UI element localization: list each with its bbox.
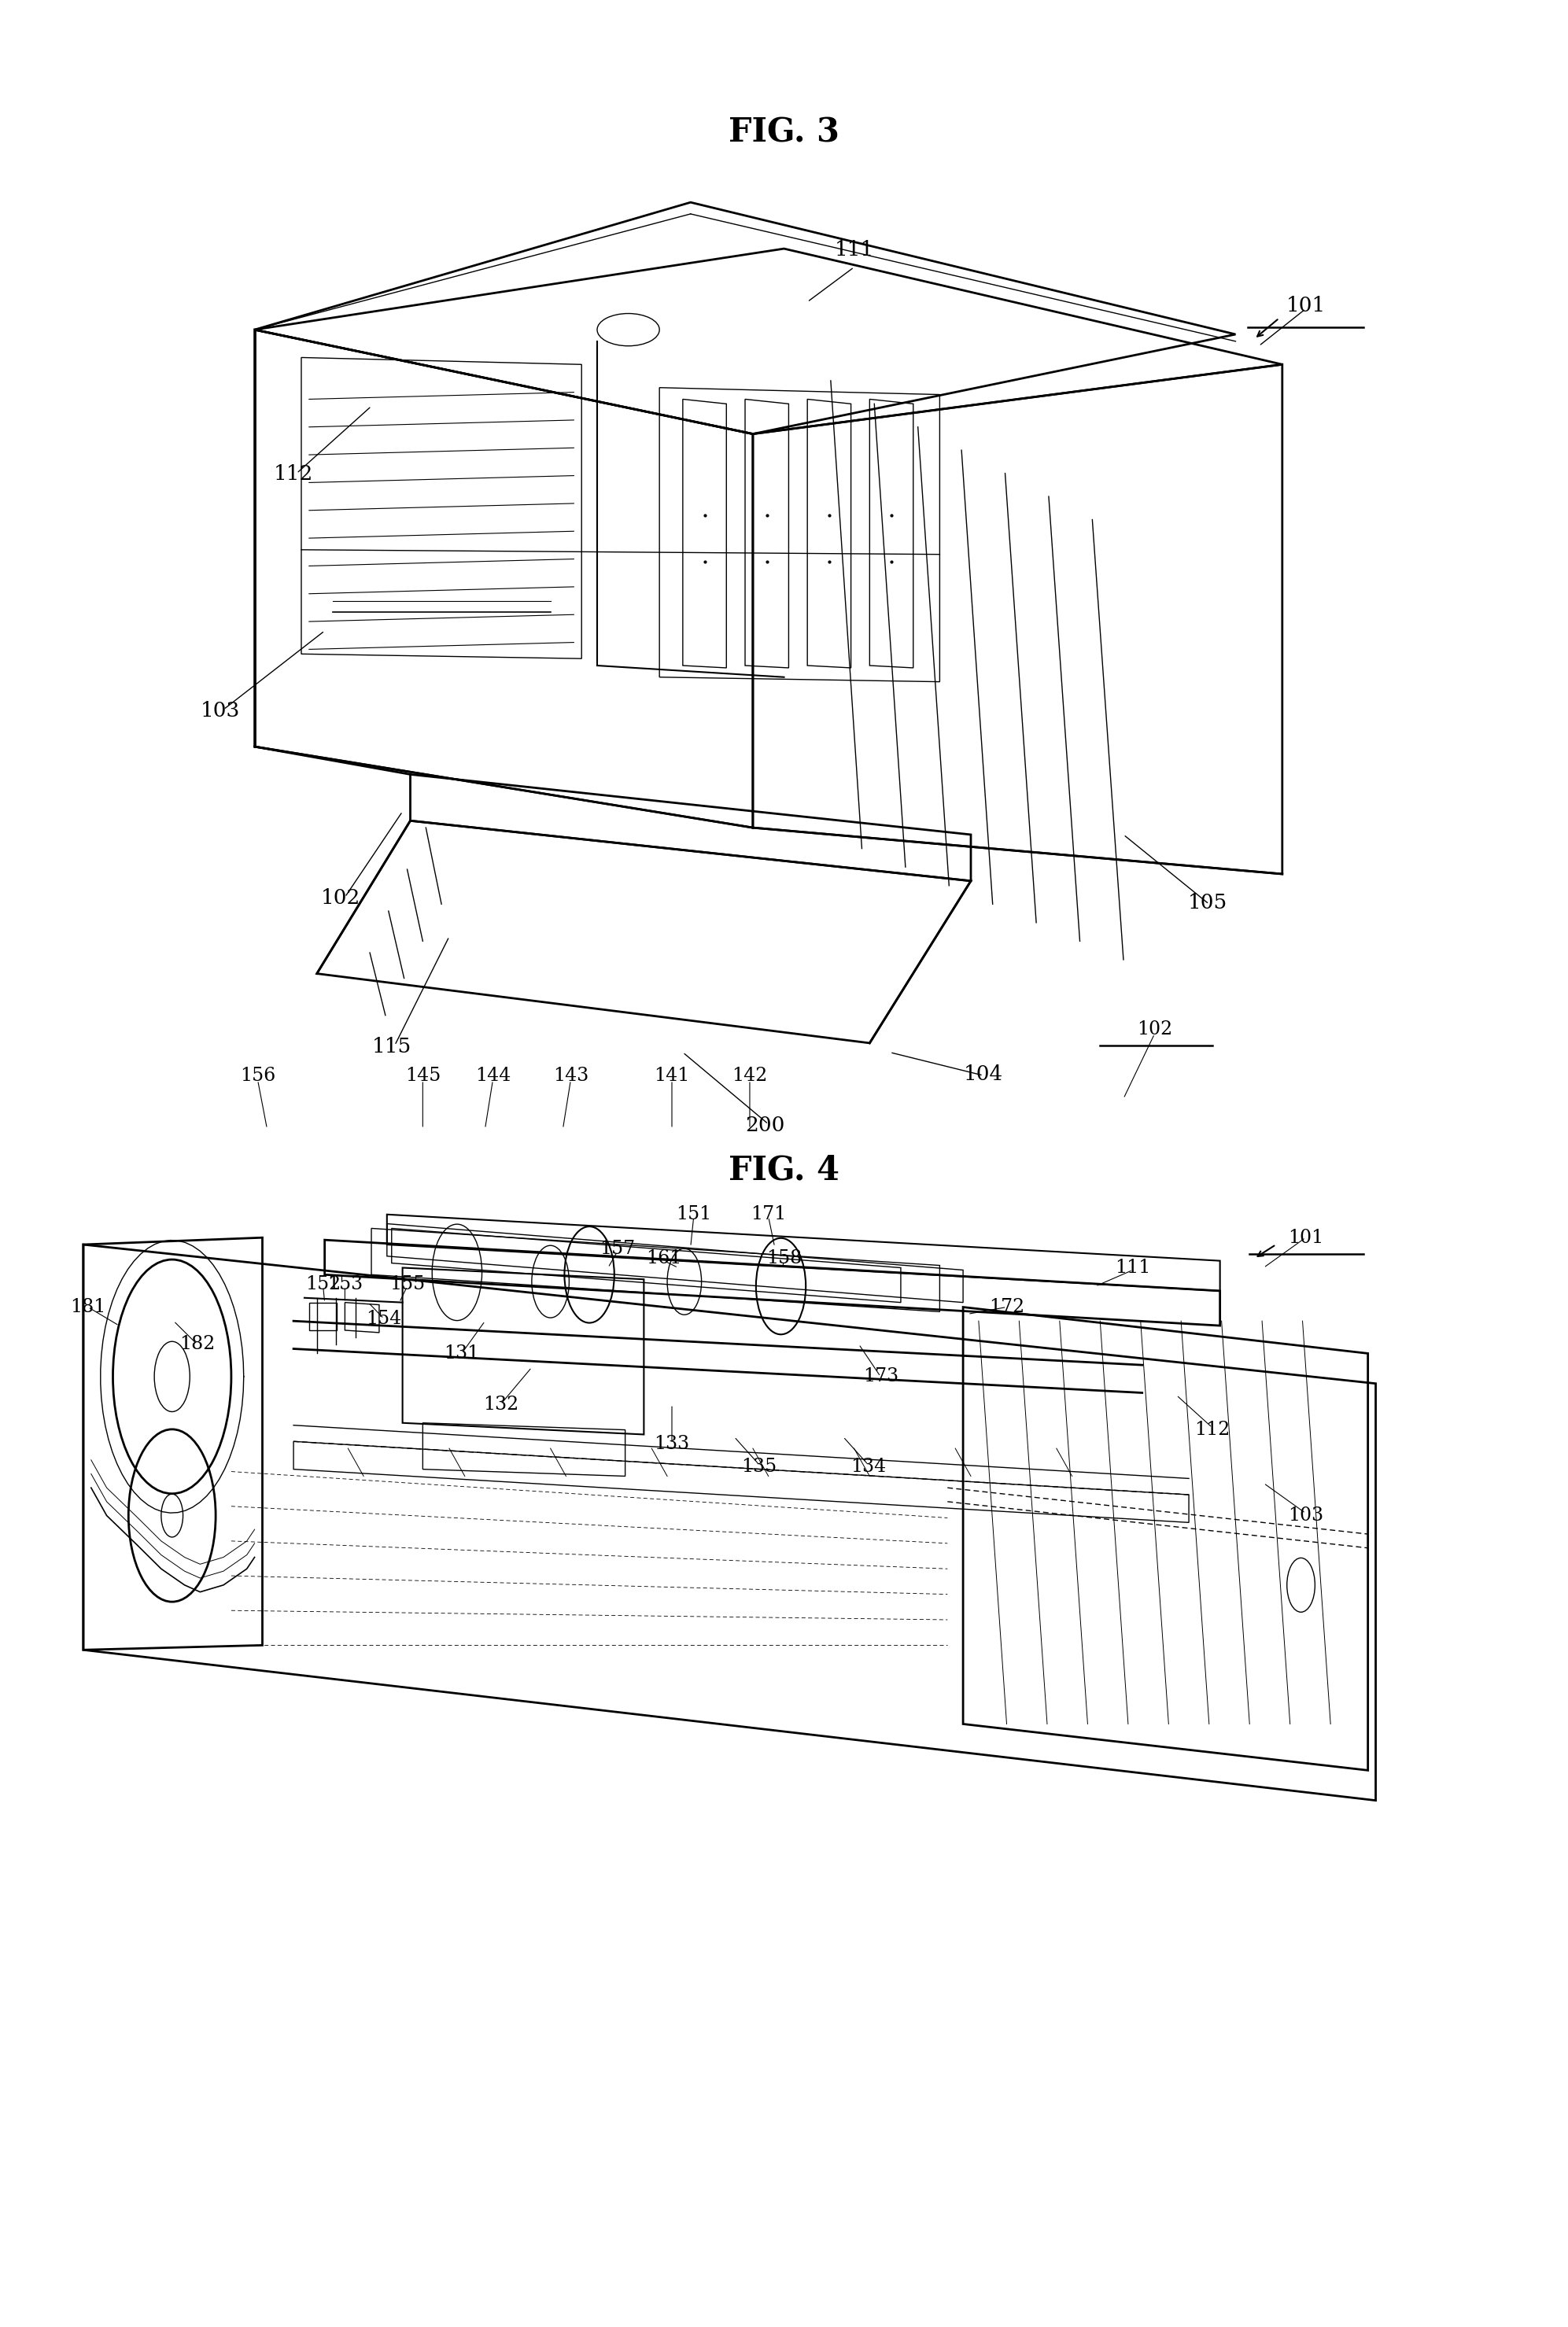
Text: 153: 153 xyxy=(328,1275,362,1294)
Text: 200: 200 xyxy=(745,1115,786,1136)
Text: 103: 103 xyxy=(1287,1506,1323,1524)
Text: 131: 131 xyxy=(444,1345,480,1364)
Text: 133: 133 xyxy=(654,1436,690,1452)
Text: 143: 143 xyxy=(554,1066,588,1084)
Text: 111: 111 xyxy=(1115,1259,1151,1278)
Text: 154: 154 xyxy=(365,1310,401,1329)
Text: 156: 156 xyxy=(240,1066,276,1084)
Text: 103: 103 xyxy=(201,700,240,721)
Text: 173: 173 xyxy=(862,1368,898,1385)
Text: 134: 134 xyxy=(850,1457,886,1475)
Text: 105: 105 xyxy=(1187,894,1228,912)
Text: 112: 112 xyxy=(274,465,314,484)
Text: 158: 158 xyxy=(767,1250,801,1268)
Text: 132: 132 xyxy=(483,1396,519,1412)
Text: 144: 144 xyxy=(475,1066,511,1084)
Text: 142: 142 xyxy=(732,1066,768,1084)
Text: FIG. 4: FIG. 4 xyxy=(729,1154,839,1187)
Text: 115: 115 xyxy=(372,1036,411,1056)
Text: 102: 102 xyxy=(1137,1019,1173,1038)
Text: 181: 181 xyxy=(71,1298,105,1317)
Text: 151: 151 xyxy=(676,1205,712,1224)
Text: 157: 157 xyxy=(599,1240,635,1259)
Text: 172: 172 xyxy=(989,1298,1024,1317)
Text: 102: 102 xyxy=(320,889,361,908)
Text: FIG. 3: FIG. 3 xyxy=(729,116,839,149)
Text: 135: 135 xyxy=(742,1457,776,1475)
Text: 161: 161 xyxy=(646,1250,682,1268)
Text: 155: 155 xyxy=(389,1275,425,1294)
Text: 152: 152 xyxy=(306,1275,340,1294)
Text: 111: 111 xyxy=(834,240,873,261)
Text: 141: 141 xyxy=(654,1066,690,1084)
Text: 104: 104 xyxy=(964,1063,1004,1084)
Text: 101: 101 xyxy=(1287,1229,1323,1247)
Text: 171: 171 xyxy=(751,1205,786,1224)
Text: 145: 145 xyxy=(405,1066,441,1084)
Text: 112: 112 xyxy=(1195,1422,1229,1438)
Text: 101: 101 xyxy=(1286,296,1325,314)
Text: 182: 182 xyxy=(179,1336,215,1354)
